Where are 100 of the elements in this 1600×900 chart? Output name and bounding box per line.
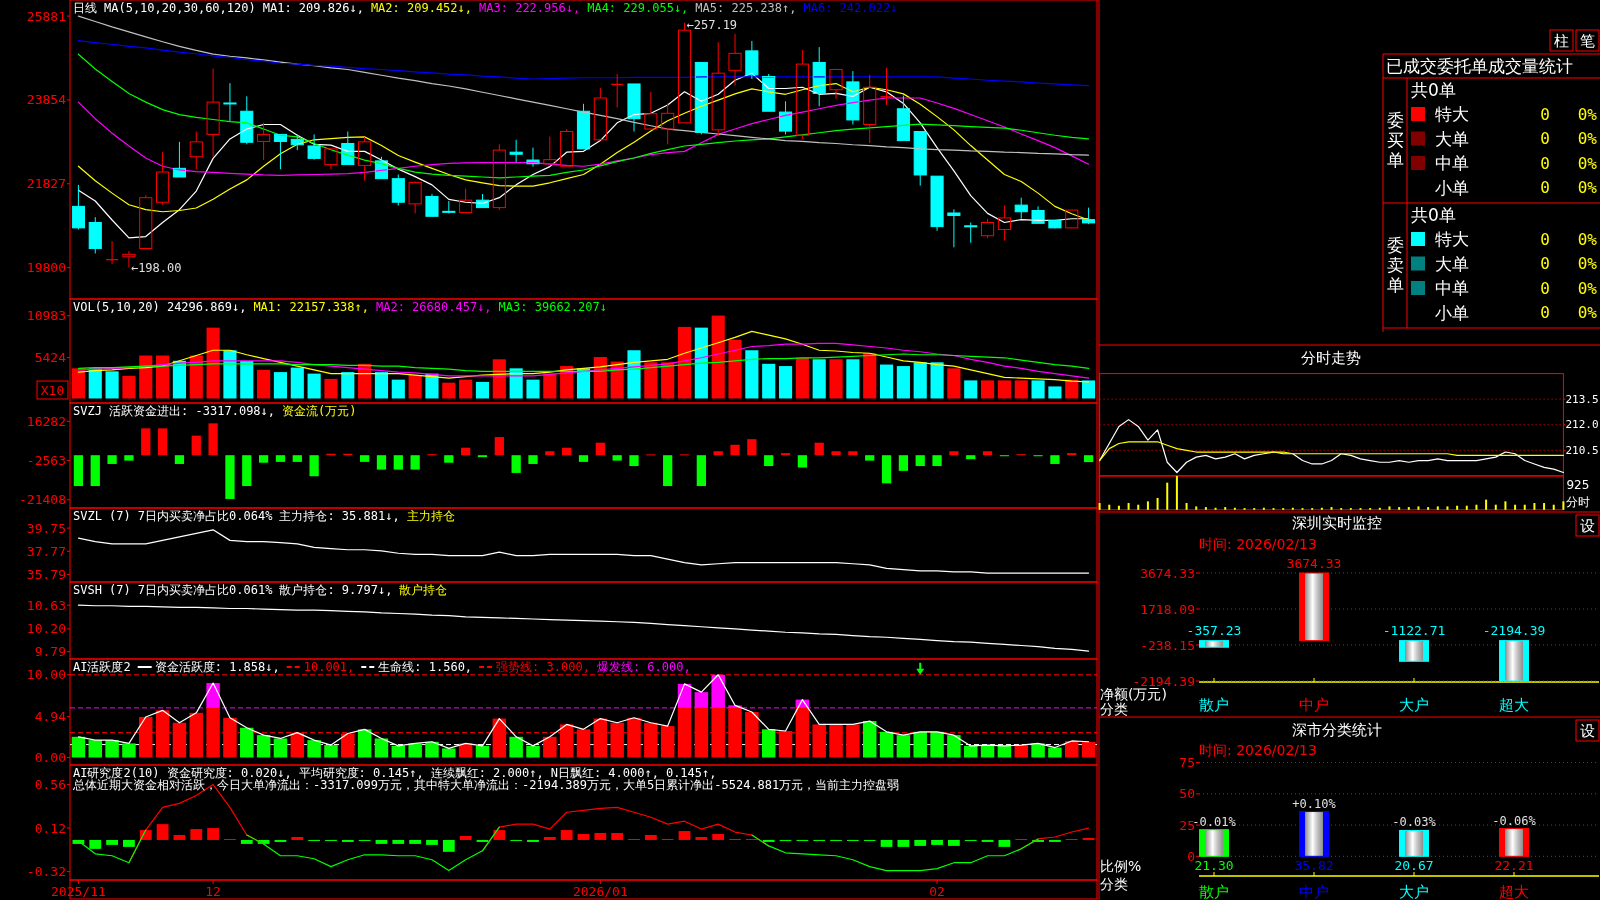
y-label: 比例% bbox=[1100, 858, 1142, 874]
ref-line-label: 爆发线: 6.000, bbox=[596, 660, 691, 674]
subtitle: 主力持仓 bbox=[406, 509, 455, 523]
y-tick-label: 0.56 bbox=[34, 777, 66, 793]
subtitle: 时间: 2026/02/13 bbox=[1199, 742, 1317, 758]
data-label: 35.82 bbox=[1294, 857, 1334, 873]
category-label: 中单 bbox=[1435, 153, 1469, 173]
y-tick-label: 0.00 bbox=[34, 750, 66, 765]
category-label: 大单 bbox=[1435, 128, 1469, 149]
y-label: 净额(万元) bbox=[1100, 686, 1167, 702]
y-tick-label: 212.0 bbox=[1565, 418, 1599, 432]
legend-item: MA2: 26680.457↓, bbox=[376, 300, 492, 314]
value-label: 0 bbox=[1540, 129, 1550, 148]
series-name: 单 bbox=[1386, 150, 1404, 170]
x-label: 分类 bbox=[1100, 701, 1128, 717]
legend-item: MA5: 225.238↑, bbox=[695, 1, 797, 15]
data-label: 3674.33 bbox=[1286, 555, 1342, 571]
category-label: 大户 bbox=[1399, 883, 1429, 900]
y-tick-label: 21827 bbox=[26, 176, 66, 192]
value-label: 0 bbox=[1540, 278, 1550, 298]
button-label: 设 bbox=[1580, 516, 1595, 535]
legend-item: MA2: 209.452↓, bbox=[370, 1, 473, 15]
annotation: 总体近期大资金相对活跃，今日大单净流出：-3317.099万元，其中特大单净流出：-2194.389万元，大单5日累计净出-5524.881万元，当前主力控盘弱 bbox=[73, 778, 900, 792]
y-tick-label: -238.15 bbox=[1140, 637, 1195, 653]
y-tick-label: 10.63 bbox=[26, 597, 66, 613]
y-tick-label: 0 bbox=[1187, 848, 1195, 864]
annotation: 0% bbox=[1577, 129, 1597, 148]
data-label: -1122.71 bbox=[1382, 623, 1446, 639]
annotation: 925 bbox=[1566, 477, 1590, 492]
annotation: 共0单 bbox=[1411, 80, 1456, 100]
subtitle: 时间: 2026/02/13 bbox=[1199, 536, 1317, 552]
y-tick-label: 35.79 bbox=[26, 566, 66, 582]
legend-item: MA3: 39662.207↓ bbox=[498, 300, 607, 314]
category-label: 散户 bbox=[1199, 883, 1229, 900]
annotation: 7日内买卖净占比0.064% bbox=[137, 509, 273, 523]
y-tick-label: 3674.33 bbox=[1140, 565, 1195, 581]
y-tick-label: 1718.09 bbox=[1140, 601, 1195, 617]
button-label: 笔 bbox=[1580, 31, 1595, 50]
category-label: 2026/01 bbox=[572, 883, 628, 899]
button-label: 柱 bbox=[1554, 31, 1569, 50]
category-label: 中户 bbox=[1299, 883, 1329, 900]
ref-line-label: 10.001, bbox=[303, 660, 355, 674]
annotation: 共0单 bbox=[1411, 205, 1456, 225]
y-tick-label: 16282 bbox=[26, 413, 66, 429]
value-label: 0 bbox=[1540, 153, 1550, 173]
legend-item: MA1: 22157.338↑, bbox=[253, 300, 369, 314]
annotation: 连续飘红: 2.000↑, bbox=[430, 766, 544, 780]
series-name: 委 bbox=[1386, 235, 1404, 255]
category-label: 大单 bbox=[1435, 253, 1469, 274]
title: 已成交委托单成交量统计 bbox=[1386, 56, 1573, 76]
category-label: 小单 bbox=[1435, 177, 1469, 198]
legend-title: MA(5,10,20,30,60,120) bbox=[104, 1, 256, 15]
annotation: ←257.19 bbox=[686, 17, 738, 32]
y-tick-label: 37.77 bbox=[26, 543, 66, 559]
y-tick-label: -21408 bbox=[19, 492, 66, 508]
data-label: 20.67 bbox=[1394, 857, 1434, 873]
x-label: 分类 bbox=[1100, 876, 1128, 892]
category-label: 散户 bbox=[1199, 696, 1229, 714]
y-tick-label: -2194.39 bbox=[1132, 673, 1195, 689]
category-label: 中户 bbox=[1299, 696, 1329, 714]
annotation: 0% bbox=[1577, 178, 1597, 197]
ref-line-label: 强势线: 3.000, bbox=[496, 660, 590, 674]
legend-item: 散户持仓: 9.797↓, bbox=[279, 583, 393, 597]
category-label: 2025/11 bbox=[51, 883, 106, 899]
y-tick-label: 25881 bbox=[26, 8, 66, 24]
category-label: 超大 bbox=[1499, 883, 1529, 900]
y-tick-label: 10983 bbox=[26, 308, 66, 324]
title: 分时走势 bbox=[1301, 349, 1361, 367]
category-label: 02 bbox=[929, 883, 945, 899]
y-tick-label: 9.79 bbox=[34, 644, 66, 660]
category-label: 中单 bbox=[1435, 278, 1469, 298]
annotation: N日飘红: 4.000↑, bbox=[550, 766, 659, 780]
annotation: 0% bbox=[1577, 254, 1597, 273]
value-label: 0 bbox=[1540, 303, 1550, 322]
series-name: 卖 bbox=[1386, 255, 1404, 275]
annotation: 分时 bbox=[1566, 494, 1591, 509]
category-label: 特大 bbox=[1435, 104, 1469, 124]
category-label: 大户 bbox=[1399, 696, 1429, 714]
y-tick-label: 213.5 bbox=[1565, 392, 1599, 406]
legend-item: 主力持仓: 35.881↓, bbox=[279, 509, 400, 523]
y-tick-label: -0.32 bbox=[26, 864, 66, 880]
subtitle: 资金流(万元) bbox=[282, 404, 357, 418]
annotation: -0.06% bbox=[1492, 813, 1536, 828]
annotation: +0.10% bbox=[1292, 796, 1336, 811]
title: SVZJ 活跃资金进出: -3317.098↓, bbox=[73, 404, 276, 418]
title: AI活跃度2 bbox=[73, 660, 131, 674]
title: 日线 bbox=[73, 1, 97, 15]
data-label: -357.23 bbox=[1186, 623, 1242, 639]
legend-item: MA4: 229.055↓, bbox=[587, 1, 689, 15]
annotation: 0% bbox=[1577, 104, 1597, 124]
title: VOL(5,10,20) 24296.869↓, bbox=[73, 300, 247, 314]
annotation: 0% bbox=[1577, 278, 1597, 298]
annotation: 平均研究度: 0.145↑, bbox=[298, 766, 424, 780]
legend-item: MA1: 209.826↓, bbox=[262, 1, 364, 15]
y-tick-label: 50 bbox=[1179, 786, 1195, 802]
y-tick-label: 210.5 bbox=[1565, 443, 1599, 457]
y-tick-label: 10.00 bbox=[26, 667, 66, 683]
annotation: X10 bbox=[40, 382, 65, 398]
value-label: 0 bbox=[1540, 229, 1550, 249]
annotation: ←198.00 bbox=[130, 260, 182, 275]
